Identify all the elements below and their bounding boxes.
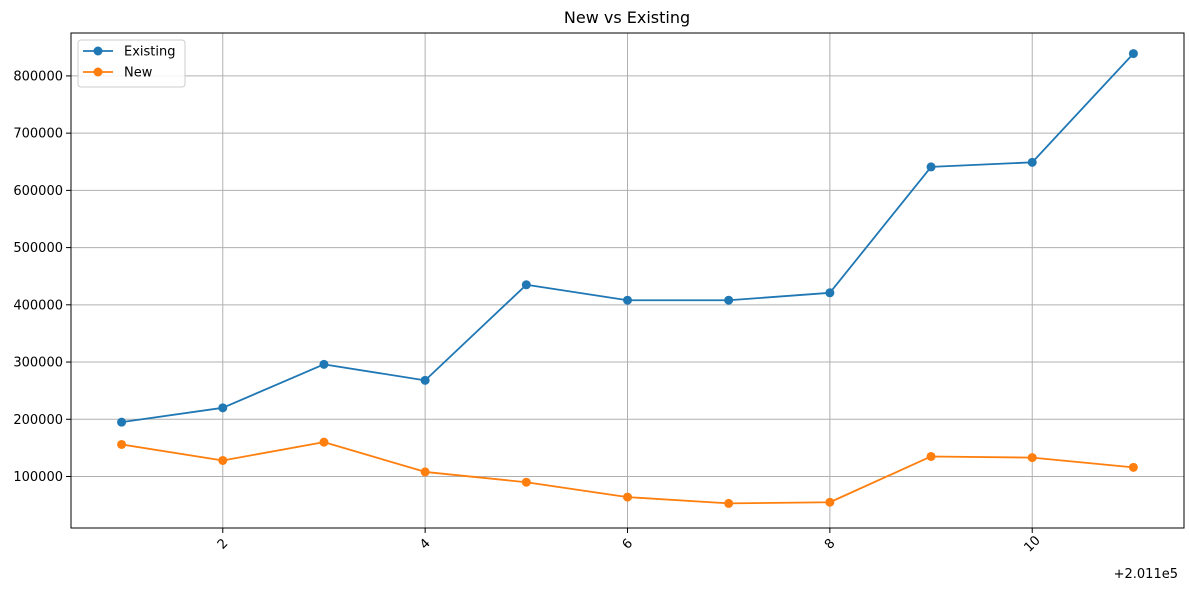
data-point-new bbox=[1027, 453, 1037, 463]
data-point-existing bbox=[623, 295, 632, 305]
data-point-existing bbox=[521, 280, 531, 290]
grid-lines bbox=[71, 33, 1184, 528]
data-point-new bbox=[1128, 462, 1138, 472]
y-tick-label: 700000 bbox=[13, 127, 63, 142]
legend-marker-existing bbox=[93, 46, 103, 56]
data-point-existing bbox=[117, 417, 127, 427]
legend-marker-new bbox=[93, 67, 103, 77]
y-tick-label: 100000 bbox=[13, 470, 63, 485]
data-point-existing bbox=[218, 403, 228, 413]
legend: Existing New bbox=[77, 39, 186, 88]
series-layer bbox=[117, 49, 1138, 508]
x-tick-label: 6 bbox=[620, 536, 636, 552]
data-point-existing bbox=[420, 375, 430, 385]
y-tick-label: 600000 bbox=[13, 184, 63, 199]
data-point-existing bbox=[1027, 157, 1037, 167]
data-point-new bbox=[623, 492, 632, 502]
data-point-new bbox=[420, 467, 430, 477]
chart-title: New vs Existing bbox=[564, 8, 690, 27]
y-tick-label: 500000 bbox=[13, 241, 63, 256]
x-tick-label: 2 bbox=[215, 536, 231, 552]
legend-label-existing: Existing bbox=[124, 45, 176, 60]
data-point-new bbox=[521, 477, 531, 487]
data-point-new bbox=[218, 455, 228, 465]
x-axis-offset-label: +2.011e5 bbox=[1114, 567, 1178, 582]
data-point-existing bbox=[1128, 49, 1138, 59]
data-point-new bbox=[926, 451, 936, 461]
data-point-new bbox=[319, 437, 329, 447]
data-point-new bbox=[724, 498, 734, 508]
y-tick-label: 800000 bbox=[13, 69, 63, 84]
x-tick-label: 4 bbox=[417, 536, 433, 552]
y-tick-label: 300000 bbox=[13, 356, 63, 371]
x-tick-label: 10 bbox=[1021, 533, 1043, 555]
y-tick-label: 400000 bbox=[13, 298, 63, 313]
legend-label-new: New bbox=[124, 66, 153, 81]
y-tick-label: 200000 bbox=[13, 413, 63, 428]
data-point-new bbox=[117, 439, 127, 449]
x-tick-label: 8 bbox=[822, 536, 838, 552]
legend-items: Existing New bbox=[83, 45, 176, 81]
data-point-existing bbox=[319, 359, 329, 369]
data-point-existing bbox=[825, 288, 835, 298]
data-point-existing bbox=[724, 295, 734, 305]
data-point-new bbox=[825, 497, 835, 507]
data-point-existing bbox=[926, 162, 936, 172]
